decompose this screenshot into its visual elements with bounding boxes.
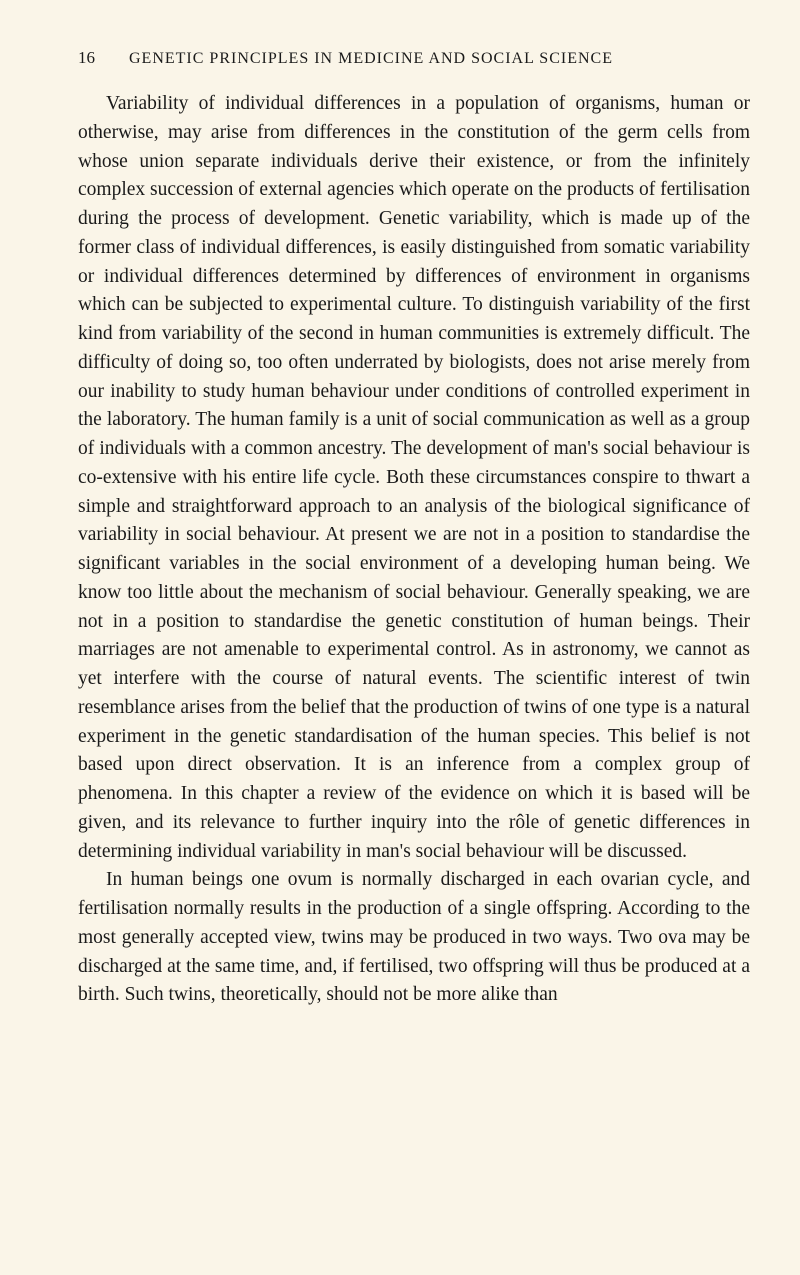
header-title: GENETIC PRINCIPLES IN MEDICINE AND SOCIA… xyxy=(129,50,613,68)
body-text: Variability of individual differences in… xyxy=(78,90,750,1010)
paragraph-1: Variability of individual differences in… xyxy=(78,90,750,866)
page-number: 16 xyxy=(78,48,95,68)
paragraph-2: In human beings one ovum is normally dis… xyxy=(78,866,750,1010)
page-container: 16 GENETIC PRINCIPLES IN MEDICINE AND SO… xyxy=(0,0,800,1060)
page-header: 16 GENETIC PRINCIPLES IN MEDICINE AND SO… xyxy=(78,48,750,68)
